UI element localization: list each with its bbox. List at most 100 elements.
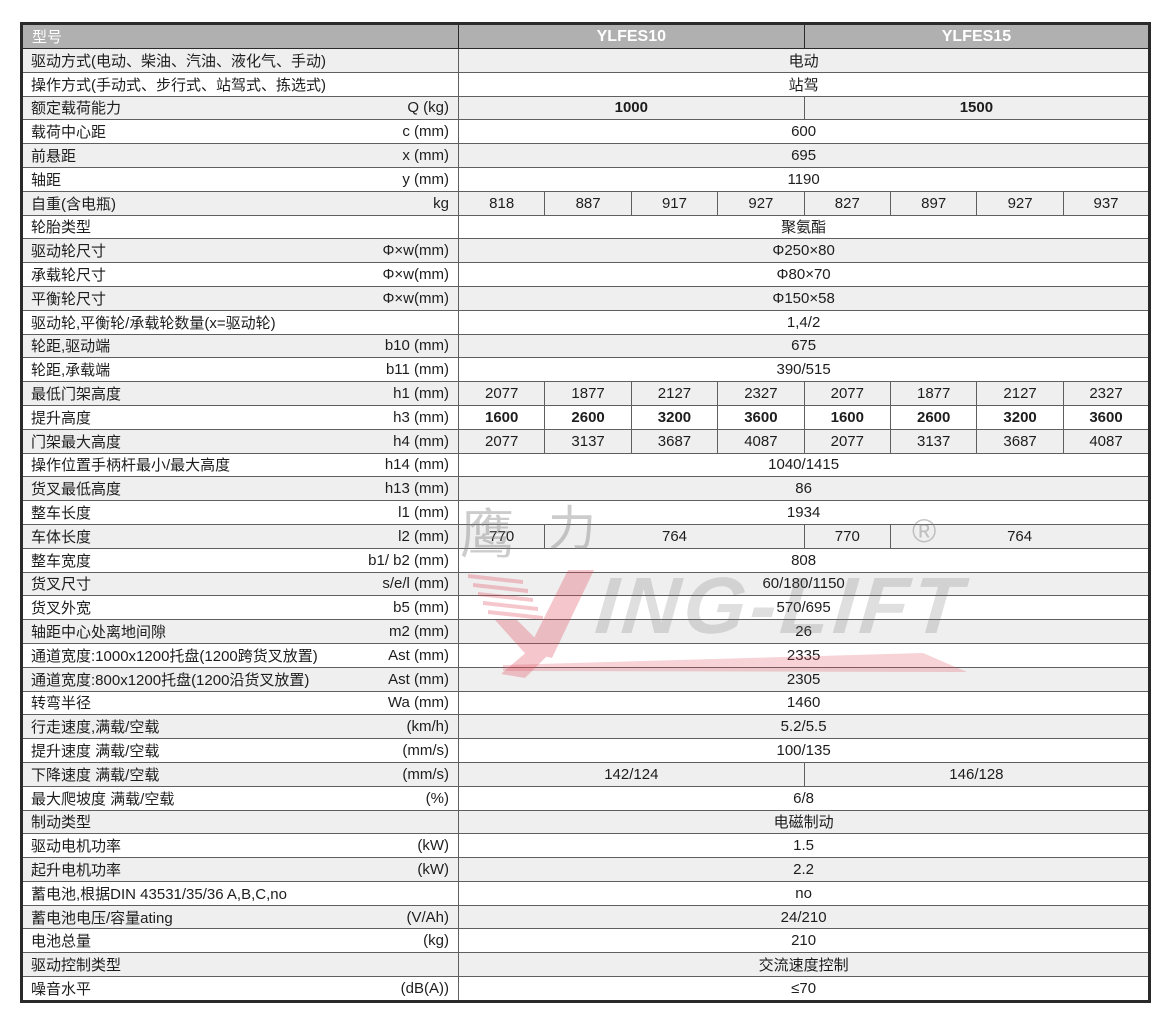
row-symbol: l2 (mm): [398, 527, 449, 545]
spec-row: 车体长度 l2 (mm) 770 764 770 764: [21, 523, 1151, 549]
spec-row: 提升高度 h3 (mm) 1600 2600 3200 3600 1600 2600 3200 3…: [21, 404, 1151, 430]
row-label: 最低门架高度: [31, 386, 122, 404]
spec-value-cell: 2600: [889, 404, 978, 430]
row-label-cell: 车体长度 l2 (mm): [21, 523, 459, 549]
spec-value-cell: 2327: [1062, 381, 1151, 406]
spec-row: 自重(含电瓶) kg 818 887 917 927 827 897 927 937: [21, 190, 1151, 216]
row-label: 货叉尺寸: [31, 576, 92, 594]
row-symbol: b11 (mm): [385, 361, 449, 379]
row-label: 轴距中心处离地间隙: [31, 624, 167, 642]
spec-value-cell: 2077: [803, 381, 892, 406]
row-symbol: (kW): [417, 860, 449, 878]
row-symbol: (mm/s): [402, 742, 449, 759]
spec-value-cell: 1460: [457, 690, 1151, 716]
row-label: 前悬距: [31, 148, 77, 166]
spec-value-cell: 1040/1415: [457, 452, 1151, 478]
row-label: 驱动控制类型: [31, 957, 122, 975]
row-label-cell: 轴距 y (mm): [21, 166, 459, 192]
spec-row: 制动类型 电磁制动: [21, 809, 1151, 835]
row-label-cell: 驱动电机功率 (kW): [21, 833, 459, 859]
row-label: 货叉外宽: [31, 600, 92, 618]
row-symbol: (V/Ah): [406, 908, 449, 926]
spec-value-cell: Φ80×70: [457, 262, 1151, 287]
spec-row: 行走速度,满载/空载 (km/h) 5.2/5.5: [21, 714, 1151, 740]
spec-row: 通道宽度:1000x1200托盘(1200跨货叉放置) Ast (mm) 2335: [21, 642, 1151, 668]
spec-value-cell: 210: [457, 928, 1151, 954]
spec-value-cell: 1190: [457, 166, 1151, 192]
row-label-cell: 提升速度 满载/空载 (mm/s): [21, 738, 459, 763]
spec-value-cell: 5.2/5.5: [457, 714, 1151, 740]
row-label-cell: 最大爬坡度 满载/空载 (%): [21, 785, 459, 811]
spec-table: 型号 YLFES10 YLFES15 驱动方式(电动、柴油、汽油、液化气、手动)…: [20, 22, 1152, 1003]
row-label-cell: 电池总量 (kg): [21, 928, 459, 954]
spec-value-cell: 937: [1062, 190, 1151, 216]
spec-value-cell: 142/124: [458, 761, 805, 787]
spec-row: 轮距,驱动端 b10 (mm) 675: [21, 333, 1151, 359]
spec-row: 货叉外宽 b5 (mm) 570/695: [21, 595, 1151, 621]
row-symbol: h1 (mm): [393, 385, 449, 403]
spec-value-cell: 1600: [457, 404, 546, 430]
row-label: 最大爬坡度 满载/空载: [31, 790, 175, 808]
row-label: 轮距,承载端: [31, 362, 111, 380]
row-label: 驱动轮尺寸: [31, 243, 107, 261]
row-label-cell: 驱动轮,平衡轮/承载轮数量(x=驱动轮): [21, 309, 459, 335]
row-label-cell: 轮距,驱动端 b10 (mm): [21, 333, 459, 359]
row-symbol: (%): [425, 789, 449, 807]
row-label-cell: 货叉尺寸 s/e/l (mm): [21, 571, 459, 597]
spec-value-cell: Φ250×80: [457, 238, 1151, 264]
row-label: 驱动方式(电动、柴油、汽油、液化气、手动): [31, 52, 326, 70]
spec-value-cell: 570/695: [457, 595, 1151, 621]
spec-row: 提升速度 满载/空载 (mm/s) 100/135: [21, 738, 1151, 763]
spec-value-cell: 818: [457, 190, 546, 216]
spec-value-cell: 1877: [889, 381, 978, 406]
row-label: 额定载荷能力: [31, 100, 122, 118]
row-label: 平衡轮尺寸: [31, 290, 107, 308]
spec-row: 操作方式(手动式、步行式、站驾式、拣选式) 站驾: [21, 71, 1151, 97]
row-label: 行走速度,满载/空载: [31, 719, 160, 737]
header-model-ylfes10: YLFES10: [458, 23, 805, 49]
row-label-cell: 最低门架高度 h1 (mm): [21, 381, 459, 406]
spec-value-cell: Φ150×58: [457, 285, 1151, 311]
spec-value-cell: 1.5: [457, 833, 1151, 859]
spec-row: 操作位置手柄杆最小/最大高度 h14 (mm) 1040/1415: [21, 452, 1151, 478]
row-label-cell: 行走速度,满载/空载 (km/h): [21, 714, 459, 740]
spec-value-cell: 146/128: [803, 761, 1151, 787]
spec-row: 电池总量 (kg) 210: [21, 928, 1151, 954]
spec-value-cell: 4087: [717, 428, 805, 454]
spec-value-cell: 927: [976, 190, 1064, 216]
spec-value-cell: 2327: [717, 381, 805, 406]
spec-row: 驱动轮,平衡轮/承载轮数量(x=驱动轮) 1,4/2: [21, 309, 1151, 335]
row-label-cell: 通道宽度:1000x1200托盘(1200跨货叉放置) Ast (mm): [21, 642, 459, 668]
spec-row: 轮距,承载端 b11 (mm) 390/515: [21, 357, 1151, 383]
spec-value-cell: 917: [630, 190, 719, 216]
row-symbol: s/e/l (mm): [382, 575, 449, 593]
row-symbol: (kg): [423, 932, 449, 950]
row-label: 下降速度 满载/空载: [31, 766, 160, 784]
header-row: 型号 YLFES10 YLFES15: [21, 23, 1151, 49]
spec-value-cell: 2077: [803, 428, 892, 454]
spec-value-cell: 3137: [544, 428, 632, 454]
spec-value-cell: 675: [457, 333, 1151, 359]
spec-value-cell: 电动: [457, 48, 1151, 73]
row-label-cell: 蓄电池电压/容量ating (V/Ah): [21, 904, 459, 930]
spec-row: 噪音水平 (dB(A)) ≤70: [21, 976, 1151, 1002]
spec-row: 轴距中心处离地间隙 m2 (mm) 26: [21, 619, 1151, 644]
row-symbol: h13 (mm): [384, 480, 449, 498]
row-symbol: Ast (mm): [388, 670, 449, 688]
spec-value-cell: 3200: [630, 404, 719, 430]
spec-value-cell: 3200: [976, 404, 1064, 430]
spec-value-cell: 2305: [457, 666, 1151, 692]
spec-value-cell: 897: [889, 190, 978, 216]
spec-value-cell: 770: [803, 523, 892, 549]
spec-value-cell: 100/135: [457, 738, 1151, 763]
spec-value-cell: 1934: [457, 500, 1151, 525]
row-label: 轮胎类型: [31, 219, 92, 237]
row-label: 蓄电池电压/容量ating: [31, 909, 173, 927]
row-label: 整车宽度: [31, 552, 92, 570]
row-symbol: h14 (mm): [384, 456, 449, 474]
row-label: 操作方式(手动式、步行式、站驾式、拣选式): [31, 76, 326, 94]
row-symbol: l1 (mm): [398, 504, 449, 522]
row-label-cell: 操作方式(手动式、步行式、站驾式、拣选式): [21, 71, 459, 97]
row-label-cell: 平衡轮尺寸 Φ×w(mm): [21, 285, 459, 311]
